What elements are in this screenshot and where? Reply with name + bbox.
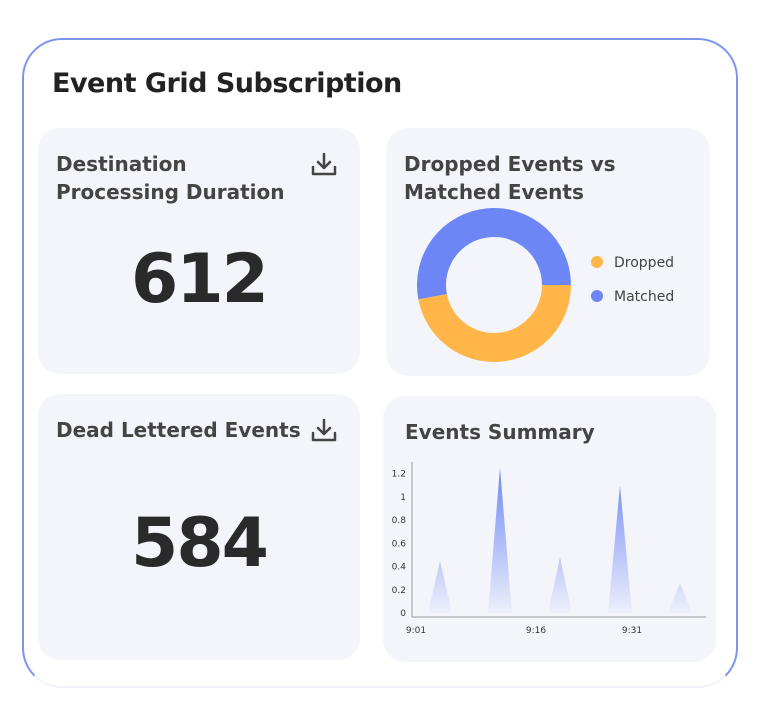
chart-title: Dropped Events vs Matched Events — [404, 152, 616, 204]
frame — [22, 38, 738, 688]
legend-label: Dropped — [614, 255, 674, 271]
metric-value: 612 — [131, 240, 269, 319]
card-title: Destination Processing Duration — [56, 152, 285, 204]
x-tick-label: 9:01 — [406, 626, 426, 636]
card: Destination Processing Duration 612 — [38, 128, 360, 374]
area — [416, 467, 704, 613]
card: Dead Lettered Events 584 — [38, 394, 360, 660]
legend-label: Matched — [614, 289, 674, 305]
page-title: Event Grid Subscription — [52, 68, 402, 99]
y-tick-label: 1.2 — [392, 470, 406, 480]
y-tick-label: 0.4 — [392, 563, 407, 573]
donut-slice — [417, 208, 571, 300]
card: Events Summary — [383, 396, 716, 662]
download-icon[interactable] — [310, 152, 338, 178]
legend-dot — [591, 256, 603, 268]
donut-slice — [418, 285, 571, 363]
y-tick-label: 0.6 — [392, 539, 407, 549]
chart-title: Events Summary — [405, 420, 595, 444]
x-tick-label: 9:16 — [526, 626, 546, 636]
y-tick-label: 0.2 — [392, 586, 406, 596]
y-tick-label: 0 — [400, 609, 406, 619]
card-title: Dead Lettered Events — [56, 418, 301, 442]
metric-value: 584 — [131, 504, 269, 583]
x-tick-label: 9:31 — [622, 626, 642, 636]
download-icon[interactable] — [310, 418, 338, 444]
y-tick-label: 0.8 — [392, 516, 407, 526]
y-tick-label: 1 — [400, 493, 406, 503]
legend-dot — [591, 290, 603, 302]
